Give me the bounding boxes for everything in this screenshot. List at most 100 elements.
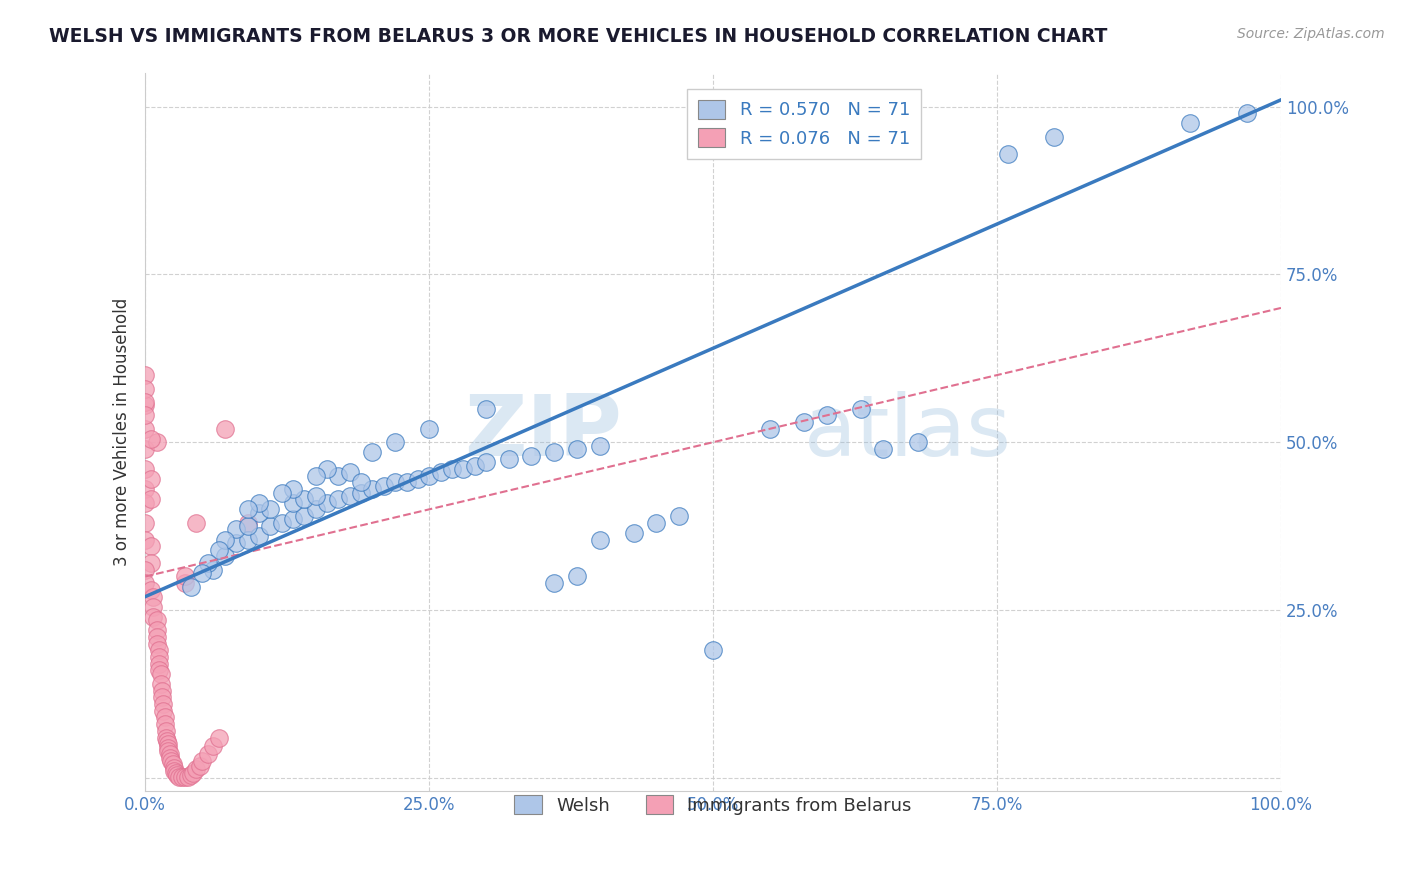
Point: [134, 382, 156, 396]
Point: [270, 485, 292, 500]
Point: [155, 731, 177, 745]
Point: [152, 704, 174, 718]
Point: [350, 475, 373, 490]
Point: [159, 747, 181, 762]
Point: [148, 657, 170, 671]
Point: [588, 533, 610, 547]
Point: [475, 401, 498, 416]
Text: ZIP: ZIP: [464, 391, 623, 474]
Point: [163, 761, 186, 775]
Point: [328, 492, 350, 507]
Point: [247, 495, 270, 509]
Point: [188, 759, 211, 773]
Point: [166, 768, 188, 782]
Point: [165, 766, 187, 780]
Point: [134, 533, 156, 547]
Point: [197, 747, 219, 762]
Point: [520, 449, 543, 463]
Point: [157, 737, 180, 751]
Point: [565, 569, 588, 583]
Point: [134, 482, 156, 496]
Point: [139, 582, 162, 597]
Point: [543, 576, 565, 591]
Point: [225, 523, 247, 537]
Point: [236, 516, 259, 530]
Point: [139, 539, 162, 553]
Point: [543, 445, 565, 459]
Point: [152, 697, 174, 711]
Point: [793, 415, 815, 429]
Point: [142, 609, 165, 624]
Point: [453, 462, 475, 476]
Point: [148, 643, 170, 657]
Point: [384, 475, 406, 490]
Point: [208, 542, 231, 557]
Point: [997, 146, 1019, 161]
Point: [202, 739, 225, 753]
Point: [134, 422, 156, 436]
Point: [281, 512, 304, 526]
Point: [316, 462, 339, 476]
Point: [702, 643, 724, 657]
Point: [498, 452, 520, 467]
Point: [384, 435, 406, 450]
Point: [163, 764, 186, 779]
Point: [134, 368, 156, 382]
Point: [191, 566, 214, 581]
Point: [339, 466, 361, 480]
Point: [292, 509, 315, 524]
Point: [134, 563, 156, 577]
Point: [305, 468, 328, 483]
Point: [170, 770, 193, 784]
Text: atlas: atlas: [804, 391, 1012, 474]
Point: [373, 479, 395, 493]
Point: [139, 492, 162, 507]
Point: [134, 462, 156, 476]
Legend: Welsh, Immigrants from Belarus: Welsh, Immigrants from Belarus: [503, 784, 922, 825]
Point: [145, 630, 167, 644]
Point: [186, 762, 208, 776]
Point: [134, 516, 156, 530]
Point: [236, 519, 259, 533]
Point: [153, 717, 176, 731]
Point: [180, 580, 202, 594]
Point: [155, 723, 177, 738]
Point: [247, 506, 270, 520]
Point: [361, 445, 384, 459]
Point: [236, 502, 259, 516]
Point: [907, 435, 929, 450]
Point: [247, 529, 270, 543]
Point: [139, 556, 162, 570]
Point: [339, 489, 361, 503]
Point: [588, 439, 610, 453]
Point: [1236, 106, 1258, 120]
Point: [565, 442, 588, 456]
Point: [153, 710, 176, 724]
Point: [623, 525, 645, 540]
Point: [305, 489, 328, 503]
Point: [202, 563, 225, 577]
Point: [139, 472, 162, 486]
Point: [225, 536, 247, 550]
Point: [134, 442, 156, 456]
Point: [180, 767, 202, 781]
Point: [134, 495, 156, 509]
Point: [150, 683, 173, 698]
Point: [361, 482, 384, 496]
Point: [162, 757, 184, 772]
Point: [406, 472, 429, 486]
Point: [281, 495, 304, 509]
Point: [281, 482, 304, 496]
Point: [292, 492, 315, 507]
Point: [418, 422, 440, 436]
Point: [169, 770, 191, 784]
Point: [872, 442, 894, 456]
Point: [174, 569, 197, 583]
Point: [214, 549, 236, 564]
Text: Source: ZipAtlas.com: Source: ZipAtlas.com: [1237, 27, 1385, 41]
Point: [849, 401, 872, 416]
Point: [759, 422, 782, 436]
Point: [181, 765, 204, 780]
Point: [270, 516, 292, 530]
Point: [214, 422, 236, 436]
